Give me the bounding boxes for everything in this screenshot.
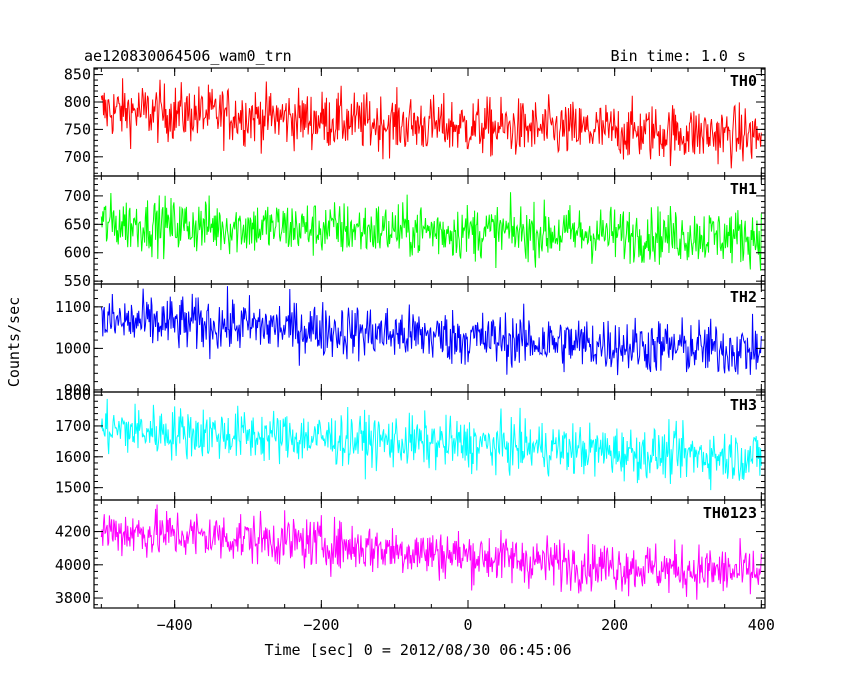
x-tick-label: 0 <box>463 616 472 634</box>
panel-label: TH3 <box>730 396 757 414</box>
series-th0123 <box>100 504 762 600</box>
panel-label: TH0 <box>730 72 757 90</box>
x-tick-label: 200 <box>601 616 628 634</box>
y-tick-label: 900 <box>64 381 91 399</box>
y-tick-label: 650 <box>64 215 91 233</box>
y-tick-label: 4200 <box>55 523 91 541</box>
y-tick-label: 550 <box>64 272 91 290</box>
y-tick-label: 1600 <box>55 448 91 466</box>
x-tick-label: −200 <box>303 616 339 634</box>
y-tick-label: 3800 <box>55 589 91 607</box>
y-tick-label: 850 <box>64 66 91 84</box>
series-th0 <box>100 78 762 169</box>
y-tick-label: 600 <box>64 244 91 262</box>
panels-group: 700 750 800 850 TH0 550 600 650 700 TH1 900 1000 110… <box>55 66 766 609</box>
x-axis-label: Time [sec] 0 = 2012/08/30 06:45:06 <box>264 641 571 659</box>
panel-th1: 550 600 650 700 TH1 <box>64 175 766 290</box>
panel-th3: 1500 1600 1700 1800 TH3 <box>55 386 766 501</box>
y-tick-label: 800 <box>64 93 91 111</box>
series-th2 <box>100 286 762 376</box>
y-tick-label: 1500 <box>55 479 91 497</box>
x-tick-label: 400 <box>748 616 775 634</box>
y-tick-label: 1100 <box>55 298 91 316</box>
panel-th0123: 3800 4000 4200 TH0123 <box>55 499 766 609</box>
y-tick-label: 750 <box>64 120 91 138</box>
panel-label: TH1 <box>730 180 757 198</box>
y-tick-label: 700 <box>64 148 91 166</box>
panel-label: TH2 <box>730 288 757 306</box>
y-tick-label: 4000 <box>55 556 91 574</box>
x-axis: −400 −200 0 200 400 <box>157 616 775 634</box>
panel-frame <box>93 499 766 609</box>
y-axis-label: Counts/sec <box>5 297 23 387</box>
y-tick-label: 1000 <box>55 339 91 357</box>
x-tick-label: −400 <box>157 616 193 634</box>
y-tick-label: 1800 <box>55 386 91 404</box>
y-tick-label: 1700 <box>55 417 91 435</box>
series-th3 <box>100 398 762 491</box>
panel-frame <box>93 67 766 177</box>
chart-title: ae120830064506_wam0_trn <box>84 47 292 65</box>
panel-th2: 900 1000 1100 TH2 <box>55 283 766 399</box>
y-tick-label: 700 <box>64 187 91 205</box>
series-th1 <box>100 192 762 271</box>
bin-time-label: Bin time: 1.0 s <box>611 47 746 65</box>
panel-label: TH0123 <box>703 504 757 522</box>
panel-th0: 700 750 800 850 TH0 <box>64 66 766 177</box>
